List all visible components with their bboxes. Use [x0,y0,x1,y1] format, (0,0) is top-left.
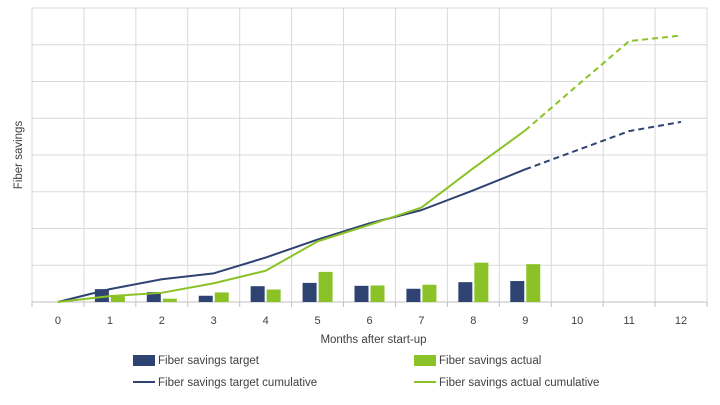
legend-label: Fiber savings target [158,355,260,367]
bar-target [146,292,161,302]
bar-target [250,286,265,302]
legend-swatch-target [133,355,155,366]
bar-target [354,285,369,302]
bar-actual [266,289,281,302]
line-actual-cumulative-projection [524,34,682,132]
x-tick-label: 6 [366,315,372,327]
x-tick-label: 5 [315,315,321,327]
legend-label: Fiber savings actual cumulative [439,377,599,389]
x-tick-label: 4 [263,315,269,327]
x-axis-title: Months after start-up [320,334,426,346]
bar-actual [214,292,229,302]
x-tick-label: 11 [623,315,634,327]
x-tick-label: 10 [571,315,583,327]
x-tick-label: 9 [522,315,528,327]
x-tick-label: 12 [675,315,687,327]
legend-label: Fiber savings actual [439,355,541,367]
y-axis-title: Fiber savings [13,121,25,190]
bar-actual [474,262,489,302]
x-tick-label: 2 [159,315,165,327]
bar-target [458,282,473,302]
bar-actual [526,264,541,302]
legend-swatch-actual [414,355,436,366]
x-tick-label: 7 [418,315,424,327]
bar-actual [422,284,437,302]
bar-actual [110,296,125,302]
bar-target [406,288,421,302]
x-tick-label: 8 [470,315,476,327]
bar-target [302,282,317,302]
bar-target [510,281,525,302]
bar-actual [318,271,333,302]
legend-label: Fiber savings target cumulative [158,377,317,389]
line-target-cumulative-projection [524,120,682,171]
x-tick-label: 0 [55,315,61,327]
x-tick-label: 3 [211,315,217,327]
bar-actual [162,298,177,302]
bar-actual [370,285,385,302]
x-tick-label: 1 [107,315,113,327]
line-actual-cumulative [57,129,526,303]
line-target-cumulative [57,168,526,303]
bar-target [198,295,213,302]
